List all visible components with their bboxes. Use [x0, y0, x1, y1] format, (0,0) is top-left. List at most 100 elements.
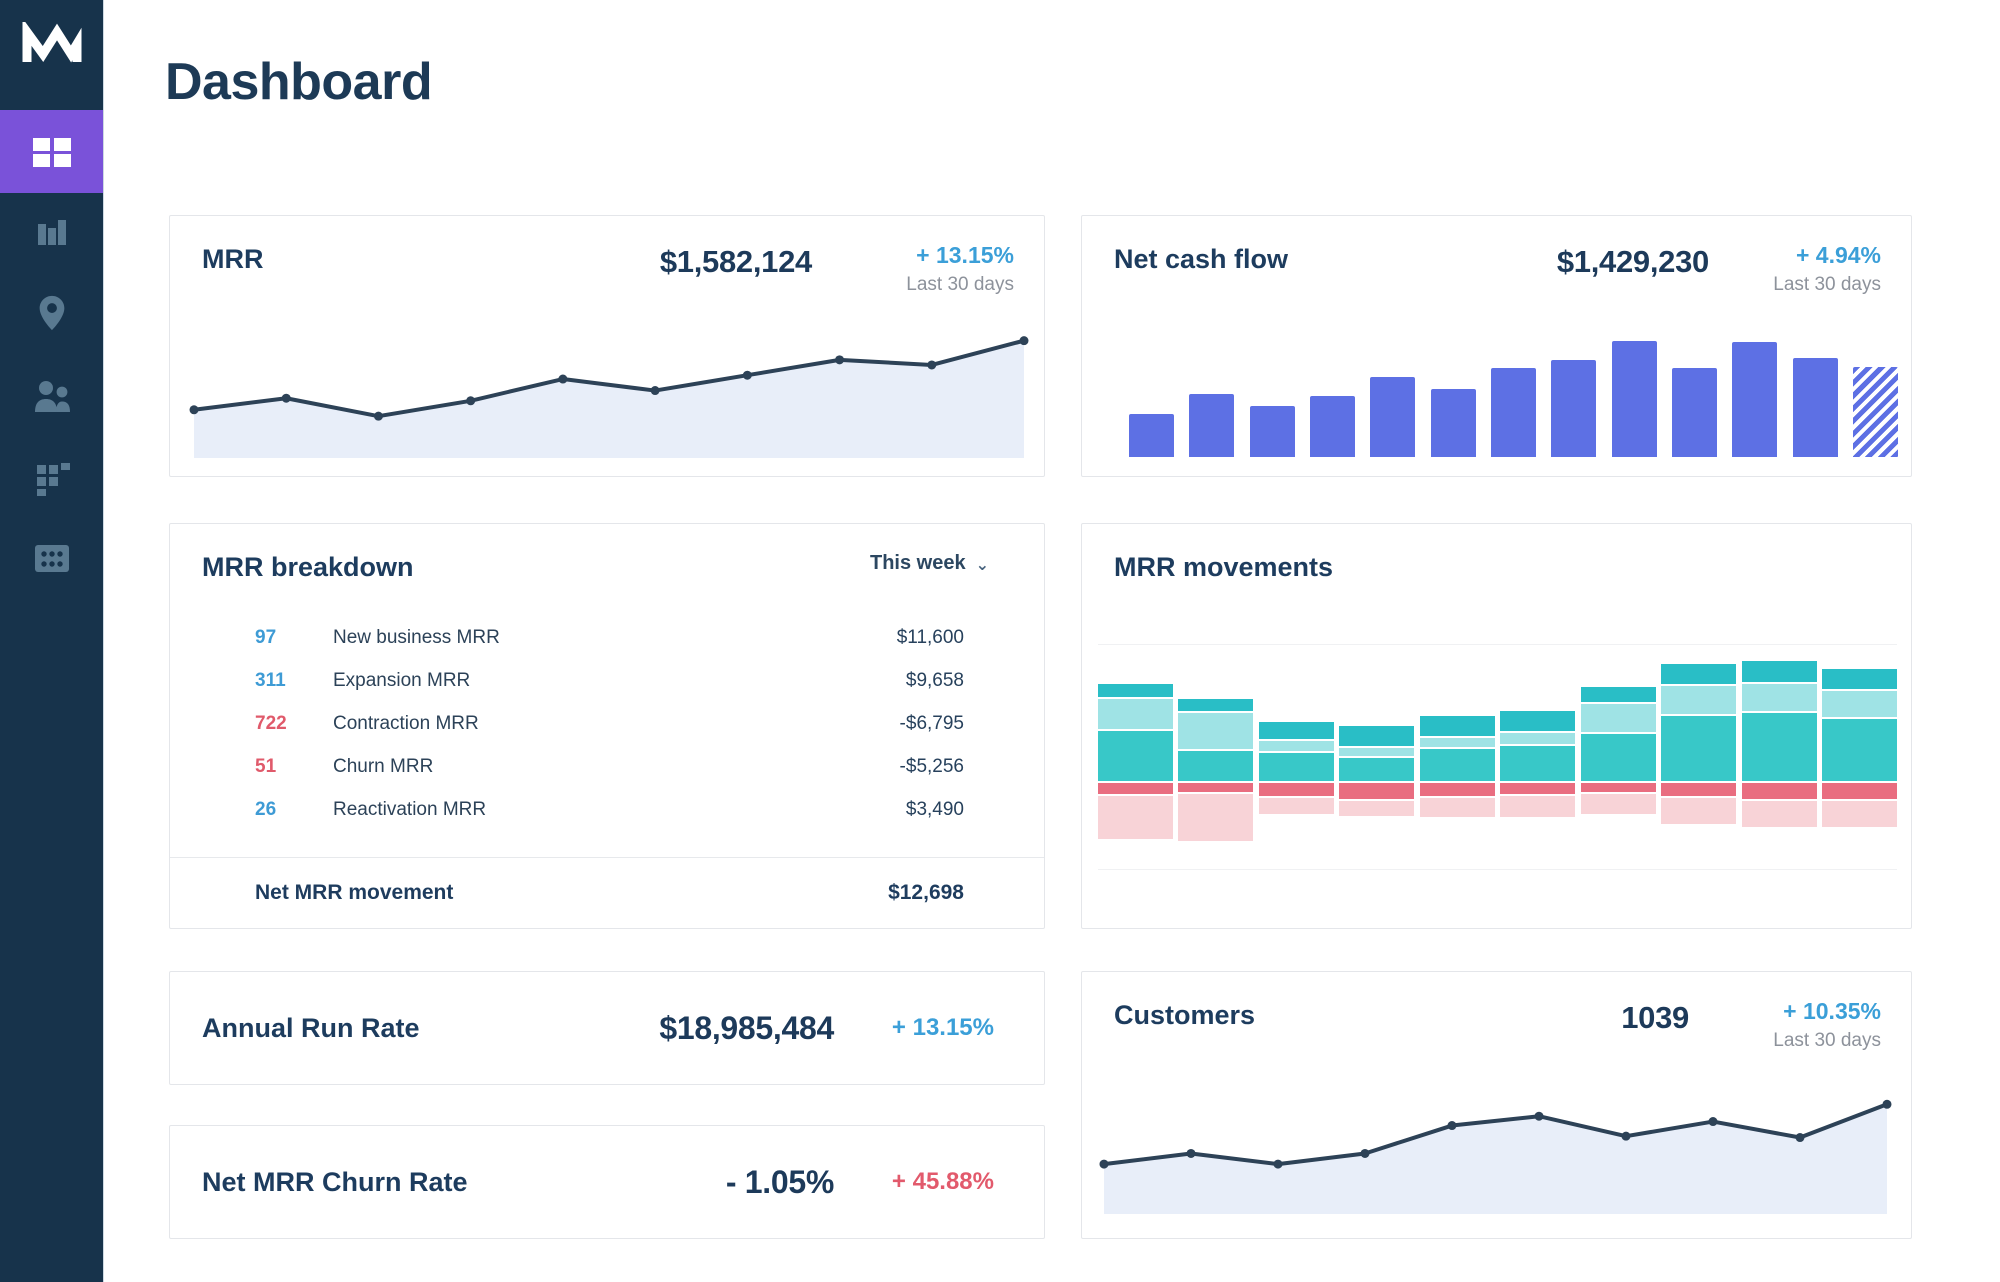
teal-light-segment	[1339, 746, 1415, 756]
teal-light-segment	[1661, 684, 1737, 714]
breakdown-row-count: 722	[255, 712, 287, 734]
mrr-change-block: + 13.15% Last 30 days	[864, 242, 1014, 296]
mrr-card-header: MRR $1,582,124 + 13.15% Last 30 days	[170, 216, 1044, 296]
breakdown-row-value: -$5,256	[899, 755, 964, 777]
breakdown-period-dropdown[interactable]: This week ⌄	[870, 552, 989, 575]
teal-dark-segment	[1258, 751, 1334, 781]
pink-negative-segment	[1339, 799, 1415, 816]
cash-flow-bar	[1310, 396, 1355, 457]
breakdown-row-count: 26	[255, 798, 277, 820]
data-point	[373, 411, 383, 421]
breakdown-row-value: -$6,795	[899, 712, 964, 734]
teal-dark-segment	[1419, 747, 1495, 781]
pink-negative-segment	[1822, 799, 1897, 827]
movements-bar	[1419, 632, 1495, 872]
teal-top-segment	[1500, 711, 1576, 731]
customers-sparkline-chart	[1096, 1067, 1895, 1214]
customers-change: + 10.35%	[1783, 998, 1881, 1024]
breakdown-row-count: 311	[255, 669, 286, 691]
red-negative-segment	[1178, 781, 1254, 792]
mrr-card: MRR $1,582,124 + 13.15% Last 30 days	[169, 215, 1045, 477]
breakdown-row: 97 New business MRR $11,600	[170, 616, 1044, 659]
teal-dark-segment	[1741, 711, 1817, 781]
breakdown-divider	[170, 857, 1044, 858]
data-point	[650, 386, 660, 396]
bar-chart-icon	[37, 220, 66, 245]
cash-flow-bar	[1129, 414, 1174, 457]
page-title: Dashboard	[165, 53, 433, 111]
data-point	[1621, 1131, 1631, 1141]
breakdown-row: 51 Churn MRR -$5,256	[170, 745, 1044, 788]
teal-top-segment	[1339, 726, 1415, 746]
teal-dark-segment	[1339, 756, 1415, 781]
teal-dark-segment	[1661, 714, 1737, 781]
breakdown-row-label: Churn MRR	[333, 755, 434, 777]
sidebar-item-customers[interactable]	[0, 365, 103, 429]
net-mrr-churn-rate-row: Net MRR Churn Rate - 1.05% + 45.88%	[170, 1126, 1044, 1238]
sidebar-item-geo[interactable]	[0, 281, 103, 345]
data-point	[1447, 1121, 1457, 1131]
customers-title: Customers	[1114, 1000, 1256, 1030]
sidebar-item-data[interactable]	[0, 526, 103, 590]
gridline	[1098, 644, 1897, 645]
mrr-period: Last 30 days	[906, 274, 1014, 295]
movements-bar	[1500, 632, 1576, 872]
red-negative-segment	[1500, 781, 1576, 794]
cash-flow-bar	[1611, 341, 1657, 457]
pink-negative-segment	[1661, 796, 1737, 824]
customers-card: Customers 1039 + 10.35% Last 30 days	[1081, 971, 1912, 1239]
data-point	[466, 396, 476, 406]
breakdown-row: 722 Contraction MRR -$6,795	[170, 702, 1044, 745]
data-point	[1534, 1111, 1544, 1121]
breakdown-row-count: 97	[255, 626, 277, 648]
chartmogul-m-logo[interactable]	[0, 16, 103, 72]
chartmogul-m-logo	[22, 22, 81, 63]
pink-negative-segment	[1580, 792, 1656, 814]
cash-flow-bar-projected	[1853, 367, 1898, 457]
people-icon	[34, 381, 70, 412]
red-negative-segment	[1258, 781, 1334, 796]
data-point	[1019, 336, 1029, 346]
net-cash-flow-header: Net cash flow $1,429,230 + 4.94% Last 30…	[1082, 216, 1911, 296]
annual-run-rate-row: Annual Run Rate $18,985,484 + 13.15%	[170, 972, 1044, 1084]
data-point	[189, 405, 199, 415]
annual-run-rate-value: $18,985,484	[659, 1009, 834, 1046]
breakdown-row-label: Reactivation MRR	[333, 798, 487, 820]
teal-light-segment	[1258, 739, 1334, 751]
net-cash-flow-value: $1,429,230	[1556, 244, 1709, 279]
teal-light-segment	[1178, 711, 1254, 749]
data-point	[1882, 1099, 1892, 1109]
sidebar-item-charts[interactable]	[0, 199, 103, 263]
teal-top-segment	[1178, 699, 1254, 711]
cash-flow-bar	[1491, 368, 1536, 457]
movements-bar	[1098, 632, 1173, 872]
mrr-movements-stacked-chart	[1098, 632, 1897, 872]
teal-top-segment	[1661, 664, 1737, 684]
teal-light-segment	[1580, 702, 1656, 732]
customers-value: 1039	[1621, 1000, 1689, 1035]
teal-top-segment	[1822, 669, 1897, 689]
customers-change-block: + 10.35% Last 30 days	[1741, 998, 1881, 1052]
mrr-breakdown-header: MRR breakdown This week ⌄	[170, 524, 1044, 583]
data-grid-icon	[34, 545, 69, 572]
red-negative-segment	[1741, 781, 1817, 799]
breakdown-row-label: Contraction MRR	[333, 712, 479, 734]
teal-dark-segment	[1822, 717, 1897, 781]
sidebar	[0, 0, 104, 1282]
sidebar-item-dashboard[interactable]	[0, 110, 103, 193]
teal-dark-segment	[1098, 729, 1173, 781]
net-mrr-churn-rate-title: Net MRR Churn Rate	[202, 1166, 468, 1197]
teal-top-segment	[1258, 722, 1334, 739]
net-mrr-churn-rate-change: + 45.88%	[891, 1168, 994, 1195]
net-mrr-churn-rate-value: - 1.05%	[725, 1163, 834, 1200]
net-cash-flow-period: Last 30 days	[1773, 274, 1881, 295]
teal-light-segment	[1098, 697, 1173, 729]
breakdown-row: 311 Expansion MRR $9,658	[170, 659, 1044, 702]
mrr-value: $1,582,124	[659, 244, 812, 279]
data-point	[281, 393, 291, 403]
net-cash-flow-change: + 4.94%	[1795, 242, 1881, 268]
movements-bar	[1661, 632, 1737, 872]
mrr-movements-header: MRR movements	[1082, 524, 1911, 583]
sidebar-item-segments[interactable]	[0, 446, 103, 510]
red-negative-segment	[1419, 781, 1495, 796]
